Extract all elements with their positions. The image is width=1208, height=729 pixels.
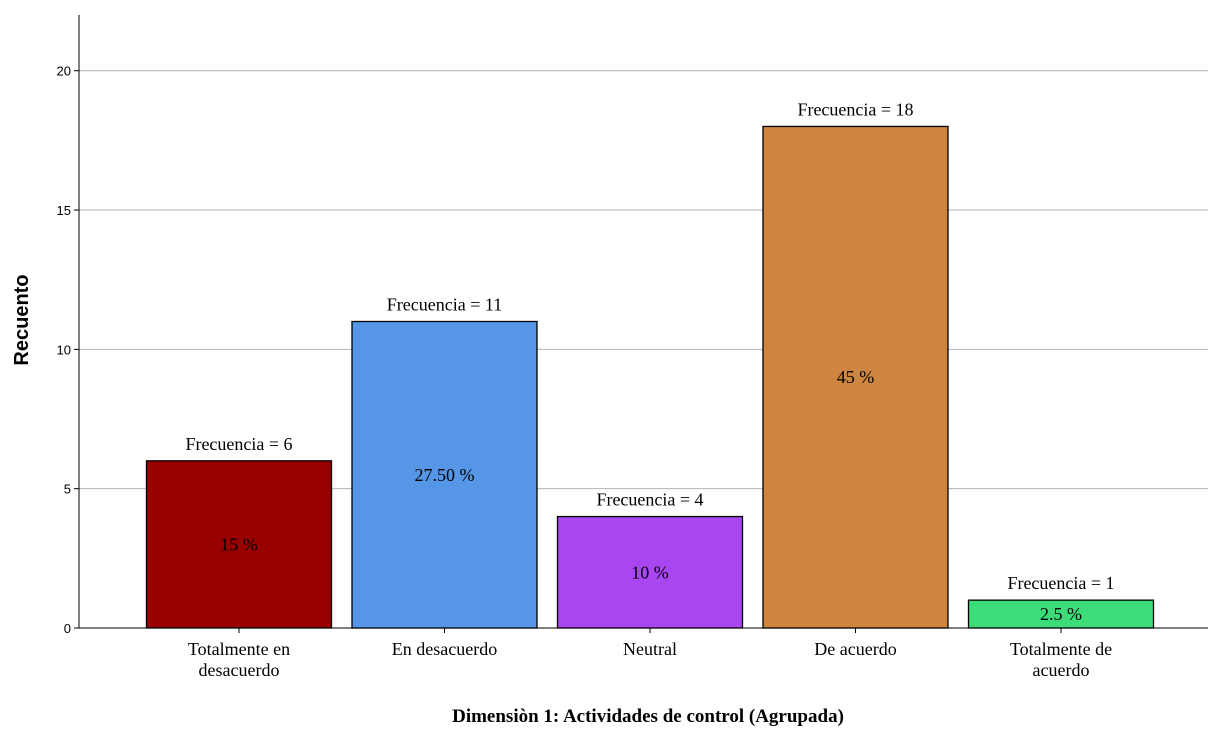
y-tick-label: 20	[57, 64, 71, 79]
y-tick-label: 15	[57, 203, 71, 218]
x-axis-title: Dimensiòn 1: Actividades de control (Agr…	[452, 706, 844, 727]
bar-percent-label: 27.50 %	[415, 465, 475, 485]
bars	[145, 125, 1155, 629]
x-category-label: Neutral	[623, 639, 677, 659]
x-category-label: Totalmente de	[1010, 639, 1112, 659]
x-category-label: De acuerdo	[814, 639, 896, 659]
x-category-label: desacuerdo	[199, 660, 280, 680]
gridlines	[79, 70, 1208, 490]
bar-count-label: Frecuencia = 18	[797, 99, 913, 119]
bar-percent-label: 45 %	[837, 367, 875, 387]
bar	[145, 460, 333, 629]
bar	[762, 125, 949, 629]
y-axis-title: Recuento	[11, 274, 33, 365]
y-tick-label: 5	[64, 482, 71, 497]
bar	[351, 320, 538, 629]
x-category-label: Totalmente en	[188, 639, 290, 659]
y-tick-label: 10	[57, 342, 71, 357]
x-category-label: En desacuerdo	[392, 639, 497, 659]
x-category-label: acuerdo	[1033, 660, 1090, 680]
y-tick-label: 0	[64, 621, 71, 636]
y-axis-ticks: 0 5 10 15 20	[57, 64, 79, 636]
bar-percent-label: 15 %	[220, 534, 258, 554]
bar-count-label: Frecuencia = 11	[387, 295, 502, 315]
bar-count-label: Frecuencia = 1	[1007, 573, 1114, 593]
bar-percent-label: 2.5 %	[1040, 604, 1082, 624]
bar-count-label: Frecuencia = 6	[185, 434, 292, 454]
bar-labels: Frecuencia = 6 15 % Frecuencia = 11 27.50 %…	[185, 99, 1114, 624]
bar-percent-label: 10 %	[631, 562, 669, 582]
bar-count-label: Frecuencia = 4	[596, 490, 703, 510]
